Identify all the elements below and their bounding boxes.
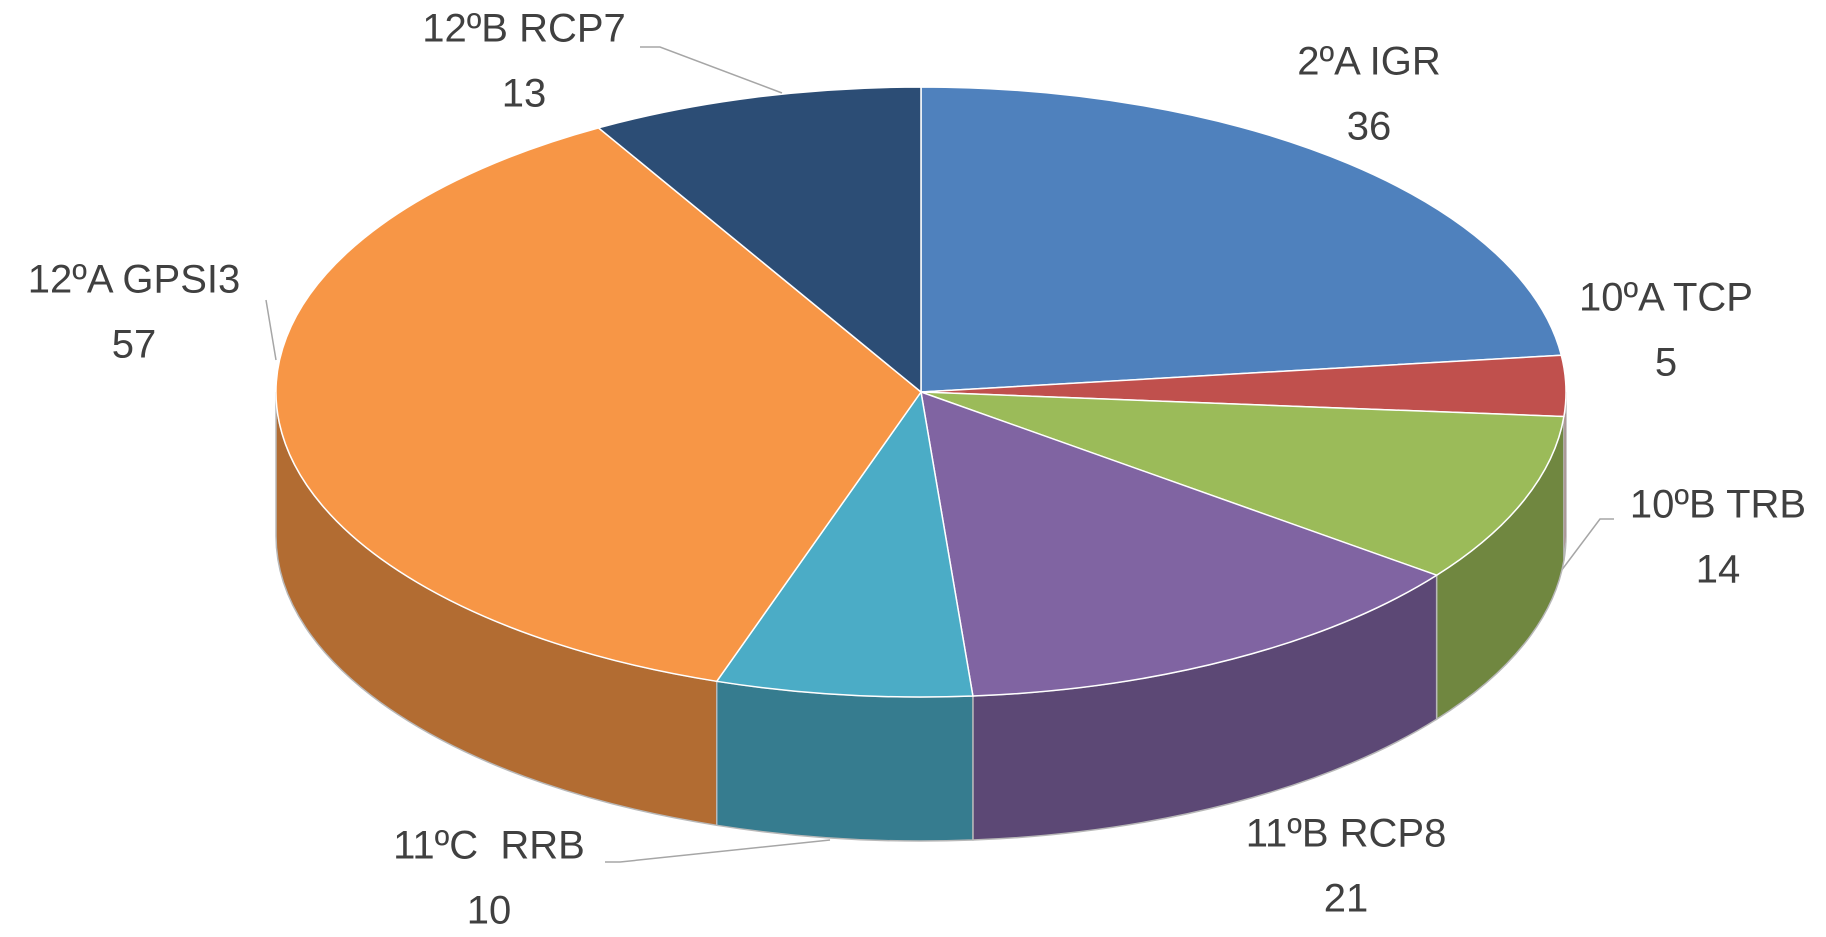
leader-lines xyxy=(265,46,1614,863)
slice-label: 12ºB RCP7 xyxy=(422,7,626,51)
slice xyxy=(275,127,923,683)
slice-value: 21 xyxy=(1324,877,1369,921)
slice-label: 10ºB TRB xyxy=(1630,483,1806,527)
slice-label: 11ºC RRB xyxy=(393,824,585,868)
slice xyxy=(715,390,974,698)
slice xyxy=(920,391,1565,577)
slice-label: 11ºB RCP8 xyxy=(1246,812,1447,856)
slice xyxy=(920,86,1563,393)
leader-line xyxy=(605,839,831,863)
leader-line xyxy=(640,46,783,94)
slice-side xyxy=(715,680,974,842)
slice-value: 14 xyxy=(1696,548,1741,592)
slice-value: 10 xyxy=(467,889,512,933)
slice-label: 2ºA IGR xyxy=(1297,40,1441,84)
slice xyxy=(596,86,922,394)
slice-label: 10ºA TCP xyxy=(1579,276,1753,320)
slice xyxy=(920,390,1439,697)
slice-value: 57 xyxy=(112,323,157,367)
slice-value: 13 xyxy=(502,72,547,116)
slice-value: 5 xyxy=(1655,341,1677,385)
leader-line xyxy=(1551,518,1614,584)
slice-label: 12ºA GPSI3 xyxy=(28,258,241,302)
leader-line xyxy=(265,299,277,361)
slice-value: 36 xyxy=(1347,105,1392,149)
